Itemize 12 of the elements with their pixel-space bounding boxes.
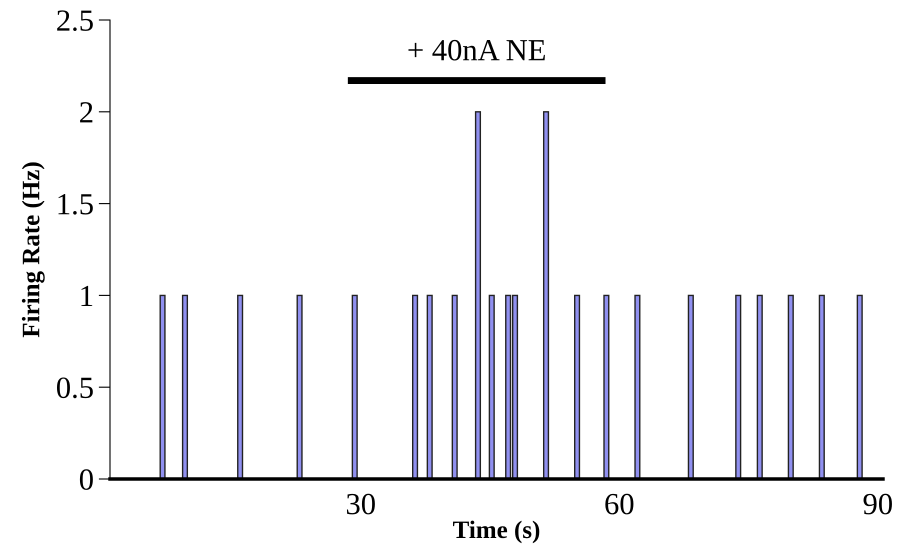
y-tick-label: 2.5 (57, 10, 93, 32)
y-axis-title: Firing Rate (Hz) (22, 162, 45, 338)
y-tick-label: 0.5 (57, 377, 93, 398)
y-tick-label: 1 (81, 286, 92, 306)
x-tick-label: 60 (605, 494, 634, 514)
y-tick-label: 0 (80, 469, 93, 490)
x-axis-title: Time (s) (453, 520, 540, 544)
annotation: + 40nA NE (408, 40, 545, 60)
x-tick-label: 90 (864, 494, 892, 514)
y-tick-label: 1.5 (58, 194, 93, 215)
x-tick-label: 30 (346, 494, 375, 514)
y-tick-label: 2 (80, 102, 92, 122)
